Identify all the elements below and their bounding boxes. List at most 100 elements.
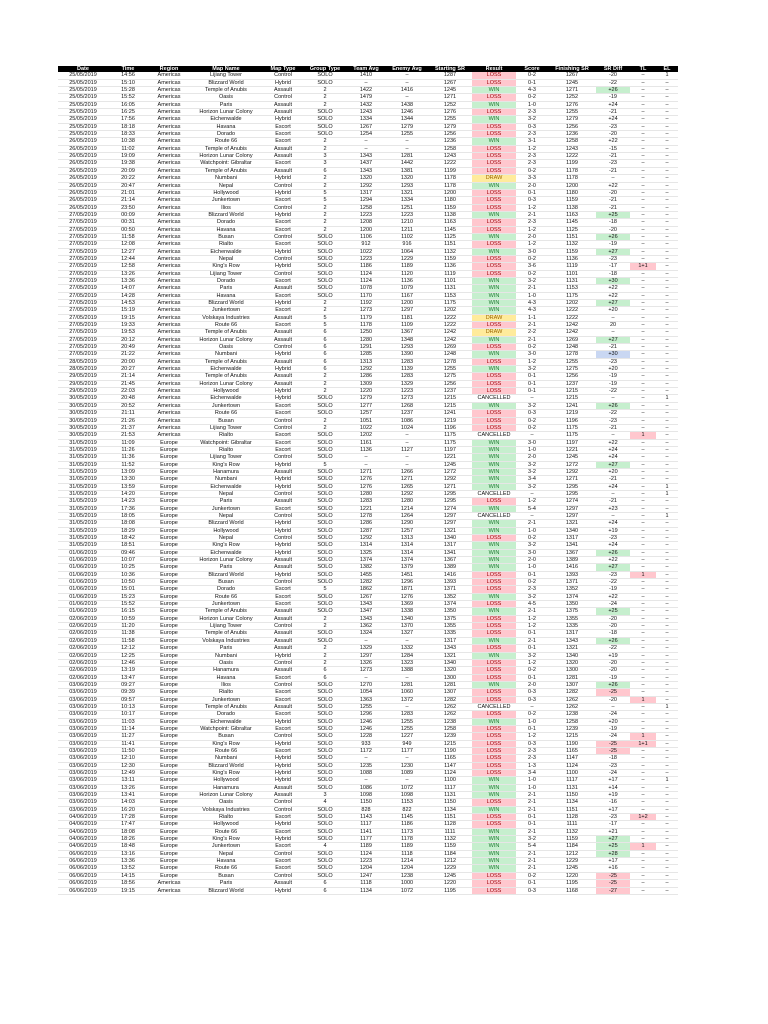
starting-sr-cell: 1242 [443, 329, 457, 336]
el-cell: 1 [665, 395, 669, 402]
starting-sr-cell: 1258 [443, 145, 457, 152]
date-cell: 03/06/2019 [69, 762, 97, 769]
map-type-cell: Escort [275, 696, 291, 703]
el-cell: – [665, 277, 669, 284]
score-cell: 2-3 [528, 747, 536, 754]
map-name-cell: Nepal [218, 490, 234, 497]
starting-sr-cell: 1295 [443, 490, 457, 497]
score-cell: 3-3 [528, 175, 536, 182]
table-row: 03/06/2019 11:41 Europe King's Row Hybrid SOL… [58, 740, 678, 748]
finishing-sr-cell: 1317 [565, 630, 579, 637]
group-type-cell: SOLO [317, 483, 333, 490]
team-avg-cell: 1124 [360, 277, 372, 284]
score-cell: 0-3 [528, 123, 536, 130]
group-type-cell: SOLO [317, 850, 333, 857]
enemy-avg-cell: – [405, 777, 409, 784]
region-cell: Europe [160, 593, 178, 600]
score-cell: 1-2 [528, 623, 536, 630]
finishing-sr-cell: 1352 [565, 586, 579, 593]
team-avg-cell: – [364, 755, 368, 762]
score-cell: 3-2 [528, 542, 536, 549]
sr-diff-cell: – [611, 329, 615, 336]
date-cell: 29/05/2019 [69, 373, 97, 380]
time-cell: 14:53 [121, 300, 135, 306]
enemy-avg-cell: 1381 [400, 167, 414, 174]
sr-diff-cell: -18 [609, 755, 617, 762]
enemy-avg-cell: 1271 [400, 476, 414, 483]
el-cell: – [665, 314, 669, 321]
enemy-avg-cell: 1064 [400, 248, 414, 255]
enemy-avg-cell: 1204 [400, 865, 414, 872]
map-type-cell: Hybrid [275, 116, 291, 123]
finishing-sr-cell: 1320 [565, 659, 579, 666]
time-cell: 18:26 [121, 836, 135, 843]
starting-sr-cell: 1239 [443, 733, 457, 740]
map-type-cell: Control [274, 344, 292, 351]
tl-cell: – [641, 608, 645, 615]
score-cell: 1-2 [528, 615, 536, 622]
region-cell: Americas [157, 182, 181, 189]
finishing-sr-cell: 1321 [565, 645, 579, 652]
date-cell: 06/06/2019 [69, 872, 97, 879]
sr-diff-cell: -20 [609, 659, 617, 666]
region-cell: Europe [160, 476, 178, 483]
result-cell: LOSS [472, 688, 516, 697]
sr-diff-cell: -22 [609, 79, 617, 86]
time-cell: 12:08 [121, 241, 135, 248]
score-cell: 2-1 [528, 336, 536, 343]
starting-sr-cell: 1175 [444, 300, 456, 306]
region-cell: Europe [160, 630, 178, 637]
team-avg-cell: – [364, 79, 368, 86]
result-cell: LOSS [472, 798, 516, 807]
table-row: 29/05/2019 21:45 Americas Horizon Lunar Col… [58, 380, 678, 388]
finishing-sr-cell: 1220 [565, 872, 579, 879]
result-cell: LOSS [472, 270, 516, 278]
time-cell: 18:33 [121, 131, 135, 138]
starting-sr-cell: 1138 [444, 211, 456, 218]
result-cell: LOSS [472, 93, 516, 102]
result-cell: WIN [472, 850, 516, 858]
enemy-avg-cell: 1079 [400, 285, 414, 292]
region-cell: Europe [160, 527, 178, 534]
el-cell: – [665, 784, 669, 791]
starting-sr-cell: 1178 [444, 175, 456, 182]
starting-sr-cell: 1117 [444, 784, 456, 791]
sr-diff-cell: -23 [609, 417, 617, 424]
el-cell: – [665, 285, 669, 292]
enemy-avg-cell: 1255 [400, 131, 414, 138]
group-type-cell: SOLO [317, 292, 333, 299]
group-type-cell: 2 [323, 380, 327, 387]
starting-sr-cell: 1165 [444, 755, 456, 762]
map-name-cell: Blizzard World [208, 520, 244, 527]
team-avg-cell: 1317 [359, 189, 373, 196]
el-cell: – [665, 270, 669, 277]
finishing-sr-cell: 1297 [565, 505, 579, 512]
group-type-cell: SOLO [317, 277, 333, 284]
region-cell: Europe [160, 755, 178, 762]
map-name-cell: Busan [218, 733, 234, 740]
starting-sr-cell: 1287 [443, 72, 457, 79]
date-cell: 06/06/2019 [69, 880, 97, 887]
starting-sr-cell: 1297 [443, 512, 457, 519]
el-cell: – [665, 424, 669, 431]
enemy-avg-cell: 1139 [401, 366, 413, 373]
enemy-avg-cell: 1334 [400, 197, 414, 204]
table-row: 31/05/2019 11:36 Europe Lijiang Tower Contro… [58, 453, 678, 462]
date-cell: 31/05/2019 [69, 461, 97, 468]
enemy-avg-cell: 1153 [401, 799, 413, 806]
time-cell: 18:08 [121, 828, 135, 835]
table-row: 27/05/2019 12:27 Americas Eichenwalde Hybrid… [58, 248, 678, 256]
enemy-avg-cell: – [405, 674, 409, 681]
date-cell: 01/06/2019 [69, 557, 97, 564]
time-cell: 14:15 [121, 872, 135, 879]
starting-sr-cell: 1131 [444, 792, 456, 799]
tl-cell: – [641, 880, 645, 887]
tl-cell: – [641, 659, 645, 666]
map-name-cell: Oasis [218, 94, 234, 101]
region-cell: Americas [157, 417, 181, 424]
finishing-sr-cell: 1151 [566, 233, 578, 240]
group-type-cell: 3 [323, 160, 327, 167]
starting-sr-cell: 1237 [443, 388, 457, 395]
sr-diff-cell: -19 [609, 674, 617, 681]
date-cell: 26/05/2019 [69, 189, 97, 196]
